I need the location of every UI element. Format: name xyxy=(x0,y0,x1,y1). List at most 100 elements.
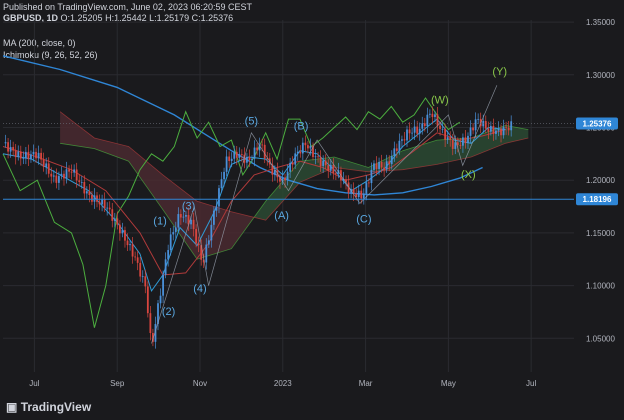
candle-body xyxy=(497,128,500,131)
candle-body xyxy=(362,193,365,199)
candle-body xyxy=(246,156,248,163)
candle-body xyxy=(174,227,177,233)
ohlc-values: O:1.25205 H:1.25442 L:1.25179 C:1.25376 xyxy=(60,13,234,23)
candle-body xyxy=(68,169,70,172)
candle-body xyxy=(474,119,477,131)
y-tick-label: 1.30000 xyxy=(586,71,615,80)
candle-body xyxy=(441,128,444,130)
candle-body xyxy=(106,207,109,209)
candle-body xyxy=(40,152,43,160)
y-tick-label: 1.15000 xyxy=(586,229,615,238)
candle-body xyxy=(75,169,78,181)
candle-body xyxy=(101,199,103,205)
candle-body xyxy=(294,153,297,165)
price-badge-label: 1.25376 xyxy=(583,120,612,129)
candle-body xyxy=(375,163,378,169)
candle-body xyxy=(449,137,452,140)
published-caption: Published on TradingView.com, June 02, 2… xyxy=(3,2,252,12)
candle-body xyxy=(319,157,322,166)
candle-body xyxy=(451,139,454,149)
candle-body xyxy=(370,169,373,184)
x-tick-label: May xyxy=(441,379,456,388)
candle-body xyxy=(467,135,469,144)
candle-body xyxy=(317,156,319,158)
candle-body xyxy=(197,243,200,246)
candle-body xyxy=(83,181,86,194)
candle-body xyxy=(91,195,93,202)
candle-body xyxy=(312,145,314,158)
candle-body xyxy=(398,140,401,151)
candle-body xyxy=(35,151,37,159)
price-badge-box xyxy=(576,117,618,130)
y-tick-label: 1.05000 xyxy=(586,334,615,343)
ichimoku-legend[interactable]: Ichimoku (9, 26, 52, 26) xyxy=(3,50,98,60)
senkou-b-line xyxy=(59,111,529,221)
candle-body xyxy=(96,195,98,202)
candle-body xyxy=(273,169,276,175)
candle-body xyxy=(258,144,261,151)
candle-body xyxy=(24,151,27,159)
wave-label: (Y) xyxy=(492,66,507,78)
wave-label: (2) xyxy=(162,306,175,318)
candle-body xyxy=(9,146,12,152)
candle-body xyxy=(80,181,83,183)
candle-body xyxy=(352,189,355,194)
candle-body xyxy=(284,177,286,181)
candle-body xyxy=(139,262,142,277)
candle-body xyxy=(223,171,225,180)
candle-body xyxy=(263,144,266,159)
wave-label: (4) xyxy=(193,283,206,295)
candle-body xyxy=(487,128,490,132)
candle-body xyxy=(144,276,147,287)
candle-body xyxy=(459,145,462,146)
candle-body xyxy=(169,234,172,251)
lagging-span-line xyxy=(2,97,461,328)
candle-body xyxy=(469,127,472,136)
candle-body xyxy=(7,142,9,152)
candle-body xyxy=(281,177,284,182)
candle-body xyxy=(179,214,182,218)
y-tick-label: 1.20000 xyxy=(586,176,615,185)
wave-label: (B) xyxy=(294,121,309,133)
candle-body xyxy=(220,179,223,189)
candle-body xyxy=(454,142,457,149)
candle-body xyxy=(416,126,419,134)
candle-body xyxy=(383,167,386,170)
candle-body xyxy=(334,172,337,174)
ma-legend[interactable]: MA (200, close, 0) xyxy=(3,38,76,48)
tenkan-line xyxy=(2,118,506,293)
candle-body xyxy=(32,151,35,155)
candle-body xyxy=(418,128,421,134)
candle-body xyxy=(14,150,17,158)
candle-body xyxy=(253,147,256,159)
candle-body xyxy=(342,179,345,181)
candle-body xyxy=(408,129,411,134)
candle-body xyxy=(154,323,157,342)
price-badge-label: 1.18196 xyxy=(583,195,612,204)
candle-body xyxy=(385,161,388,170)
candle-body xyxy=(423,123,426,127)
x-tick-label: Nov xyxy=(193,379,207,388)
candle-body xyxy=(134,256,137,258)
candle-body xyxy=(146,286,149,314)
candle-body xyxy=(324,160,327,166)
price-badge-box xyxy=(576,193,618,206)
symbol-line: GBPUSD, 1D O:1.25205 H:1.25442 L:1.25179… xyxy=(3,13,233,24)
candle-body xyxy=(70,171,73,173)
candle-body xyxy=(108,207,111,210)
candle-body xyxy=(367,182,370,184)
wave-label: (5) xyxy=(245,115,258,127)
candle-body xyxy=(413,126,416,133)
candle-body xyxy=(50,173,53,177)
candle-body xyxy=(492,125,495,134)
candle-body xyxy=(380,161,383,168)
candle-body xyxy=(17,151,20,158)
candle-body xyxy=(42,159,45,167)
candle-body xyxy=(37,152,40,159)
candle-body xyxy=(121,230,124,234)
candle-body xyxy=(230,158,233,161)
candle-body xyxy=(212,210,215,225)
candle-body xyxy=(373,163,375,170)
candle-body xyxy=(345,179,347,183)
